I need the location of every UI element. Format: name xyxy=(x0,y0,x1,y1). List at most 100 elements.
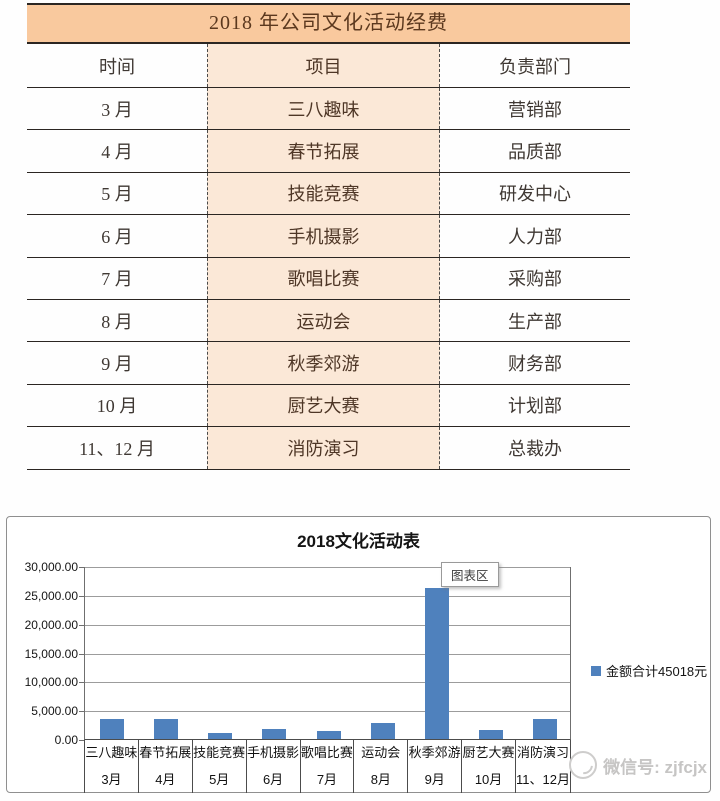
table-row: 4 月 春节拓展 品质部 xyxy=(27,130,630,173)
cell-project: 春节拓展 xyxy=(207,130,440,172)
cell-department: 采购部 xyxy=(508,269,562,290)
cell-project: 消防演习 xyxy=(207,427,440,469)
gridline xyxy=(85,653,570,655)
cell-department: 生产部 xyxy=(508,311,562,332)
x-category: 运动会 8月 xyxy=(354,740,409,793)
bar[interactable] xyxy=(478,730,503,739)
cell-department: 总裁办 xyxy=(508,438,562,459)
cell-month: 9 月 xyxy=(101,354,133,375)
bar[interactable] xyxy=(370,723,395,739)
table-body: 3 月 三八趣味 营销部 4 月 春节拓展 品质部 5 月 技能竞赛 研发中心 6 月 手机摄影 人力… xyxy=(27,88,630,470)
y-axis-label: 20,000.00 xyxy=(24,617,78,632)
x-category: 三八趣味 3月 xyxy=(84,740,139,793)
cell-project: 歌唱比赛 xyxy=(207,257,440,299)
x-category: 手机摄影 6月 xyxy=(247,740,301,793)
y-tick xyxy=(79,624,85,626)
cell-department: 人力部 xyxy=(508,226,562,247)
table-row: 5 月 技能竞赛 研发中心 xyxy=(27,172,630,216)
cell-month: 11、12 月 xyxy=(79,438,155,459)
x-category-name: 运动会 xyxy=(361,745,401,760)
chart-title: 2018文化活动表 xyxy=(297,532,420,551)
x-category-name: 技能竞赛 xyxy=(193,745,246,760)
cell-month: 3 月 xyxy=(101,99,133,120)
x-category-name: 三八趣味 xyxy=(85,745,138,760)
gridline xyxy=(85,682,570,684)
table-row: 6 月 手机摄影 人力部 xyxy=(27,215,630,258)
cell-project: 三八趣味 xyxy=(207,88,440,130)
y-axis-label: 25,000.00 xyxy=(24,588,78,603)
col-header-department: 负责部门 xyxy=(499,56,571,77)
table-row: 9 月 秋季郊游 财务部 xyxy=(27,342,630,385)
table-title: 2018 年公司文化活动经费 xyxy=(27,3,630,44)
cell-month: 4 月 xyxy=(101,142,133,163)
x-category-name: 手机摄影 xyxy=(247,745,300,760)
y-tick xyxy=(79,567,85,568)
chart-panel[interactable]: 2018文化活动表 0.00 5,000.00 10,000.00 15,000.00… xyxy=(6,516,711,793)
col-header-time: 时间 xyxy=(99,56,135,77)
bar[interactable] xyxy=(154,719,179,739)
cell-month: 10 月 xyxy=(96,396,138,417)
y-tick xyxy=(79,682,85,684)
cell-month: 6 月 xyxy=(101,226,133,247)
x-category-name: 歌唱比赛 xyxy=(300,745,353,760)
bar[interactable] xyxy=(100,718,125,739)
y-tick xyxy=(79,653,85,655)
gridline xyxy=(85,595,570,597)
table-row: 7 月 歌唱比赛 采购部 xyxy=(27,257,630,300)
cell-department: 营销部 xyxy=(508,99,562,120)
cell-project: 厨艺大赛 xyxy=(207,384,440,427)
legend[interactable]: 金额合计45018元 xyxy=(591,661,707,680)
bar[interactable] xyxy=(208,733,233,739)
cell-project: 运动会 xyxy=(207,299,440,342)
gridline xyxy=(85,624,570,626)
cell-department: 财务部 xyxy=(508,354,562,375)
bar[interactable] xyxy=(424,587,449,739)
x-category-month: 8月 xyxy=(370,772,391,787)
x-category-month: 9月 xyxy=(424,772,445,787)
x-category: 歌唱比赛 7月 xyxy=(301,740,355,793)
cell-project: 秋季郊游 xyxy=(207,342,440,384)
bar[interactable] xyxy=(316,730,341,739)
y-axis-label: 10,000.00 xyxy=(24,675,78,690)
x-category-name: 春节拓展 xyxy=(139,745,192,760)
bar[interactable] xyxy=(532,718,557,739)
chart-area-tooltip: 图表区 xyxy=(441,562,499,587)
x-category: 厨艺大赛 10月 xyxy=(462,740,516,793)
cell-project: 手机摄影 xyxy=(207,215,440,257)
x-category: 技能竞赛 5月 xyxy=(193,740,247,793)
x-category: 秋季郊游 9月 xyxy=(408,740,463,793)
x-category: 春节拓展 4月 xyxy=(139,740,193,793)
table-header-row: 时间 项目 负责部门 xyxy=(27,44,630,88)
watermark: 微信号: zjfcjx xyxy=(569,751,707,779)
cell-month: 8 月 xyxy=(101,311,133,332)
gridline xyxy=(85,711,570,713)
y-axis: 0.00 5,000.00 10,000.00 15,000.00 20,000.00 2… xyxy=(7,560,78,747)
table-row: 10 月 厨艺大赛 计划部 xyxy=(27,384,630,428)
cell-department: 品质部 xyxy=(508,142,562,163)
x-axis: 三八趣味 3月 春节拓展 4月 技能竞赛 5月 手机摄影 6月 歌唱比赛 7月 运动会 8月 秋季郊游 9… xyxy=(84,740,571,793)
table-row: 3 月 三八趣味 营销部 xyxy=(27,88,630,131)
x-category-month: 10月 xyxy=(474,772,503,787)
legend-label: 金额合计45018元 xyxy=(606,664,708,679)
cell-project: 技能竞赛 xyxy=(207,172,440,215)
cell-department: 研发中心 xyxy=(499,184,571,205)
x-category-name: 消防演习 xyxy=(516,745,569,760)
x-category-month: 11、12月 xyxy=(516,772,570,787)
expense-table: 2018 年公司文化活动经费 时间 项目 负责部门 3 月 三八趣味 营销部 4 月 春… xyxy=(27,3,630,470)
y-axis-label: 5,000.00 xyxy=(31,704,78,719)
x-category-month: 7月 xyxy=(316,772,338,787)
legend-marker-icon xyxy=(591,665,601,676)
y-tick xyxy=(79,711,85,713)
cell-month: 7 月 xyxy=(101,269,133,290)
watermark-logo-icon xyxy=(569,751,598,779)
plot-area[interactable] xyxy=(79,567,571,741)
x-category-month: 6月 xyxy=(262,772,284,787)
bar[interactable] xyxy=(262,729,287,739)
table-row: 8 月 运动会 生产部 xyxy=(27,299,630,343)
x-category-name: 秋季郊游 xyxy=(408,745,461,760)
x-category-month: 4月 xyxy=(155,772,176,787)
table-row: 11、12 月 消防演习 总裁办 xyxy=(27,427,630,470)
y-axis-label: 0.00 xyxy=(54,733,78,747)
col-header-project: 项目 xyxy=(207,44,440,87)
